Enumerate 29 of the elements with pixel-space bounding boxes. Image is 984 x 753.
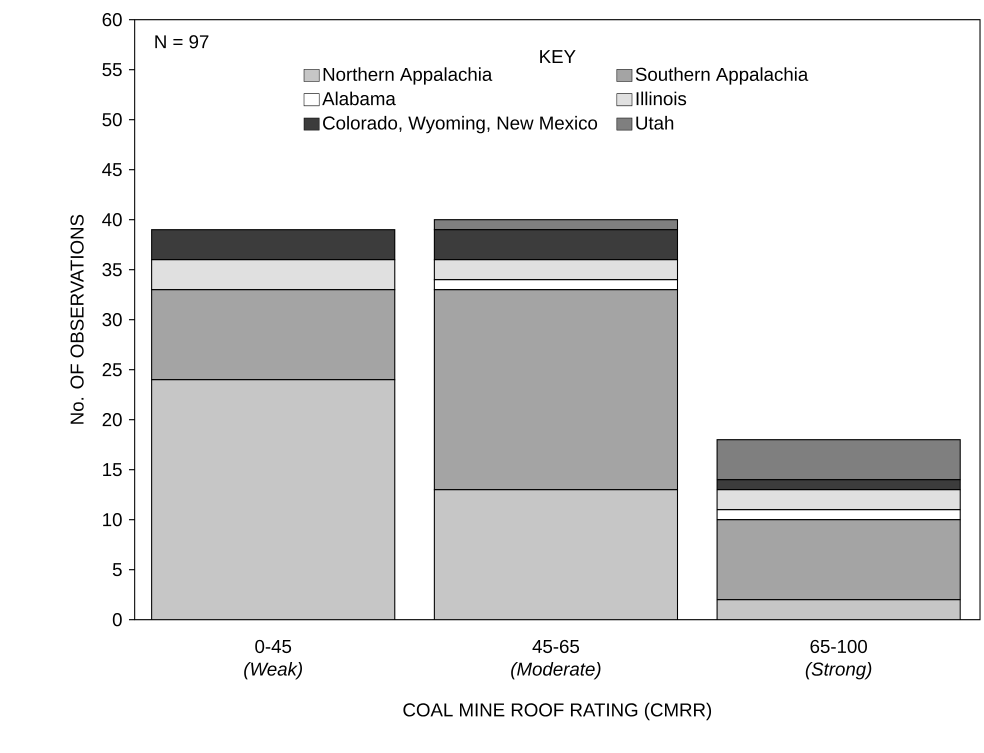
y-tick-label: 0 (112, 613, 122, 626)
x-tick-label: 0-45 (Weak) (244, 640, 302, 680)
y-tick-label: 45 (102, 163, 122, 176)
x-tick-label: 45-65 (Moderate) (511, 640, 600, 680)
y-tick-label: 25 (102, 363, 122, 376)
annotation: N = 97 (155, 35, 208, 48)
legend-label: Northern Appalachia (324, 67, 492, 85)
y-axis-title: No. OF OBSERVATIONS (70, 214, 84, 424)
bar (716, 599, 961, 620)
x-tick-label: 65-100 (Strong) (806, 640, 872, 680)
y-tick-label: 55 (102, 63, 122, 76)
legend-label: Illinois (636, 92, 686, 106)
y-tick-label: 50 (102, 113, 122, 126)
y-tick-label: 10 (103, 513, 122, 526)
y-tick-label: 15 (103, 463, 122, 476)
bar (152, 380, 395, 620)
y-tick-label: 40 (102, 213, 122, 226)
bar (434, 490, 678, 620)
legend-label: Utah (636, 116, 674, 130)
legend-label: Alabama (322, 92, 396, 106)
legend-label: Colorado, Wyoming, New Mexico (323, 116, 598, 134)
y-tick-label: 20 (102, 413, 122, 426)
y-tick-label: 30 (102, 313, 122, 326)
y-tick-label: 60 (102, 13, 122, 26)
legend-title: KEY (540, 50, 576, 63)
y-tick-label: 5 (112, 563, 122, 576)
y-tick-label: 35 (102, 263, 122, 276)
x-axis-title: COAL MINE ROOF RATING (CMRR) (403, 702, 712, 720)
legend-label: Southern Appalachia (636, 67, 808, 85)
